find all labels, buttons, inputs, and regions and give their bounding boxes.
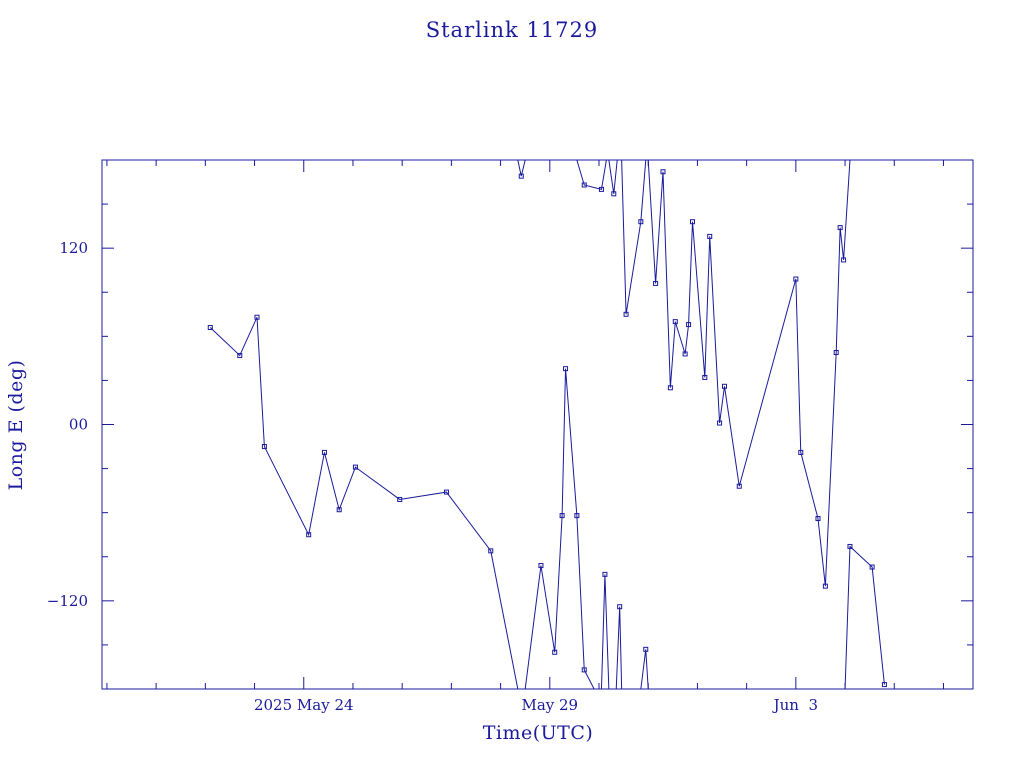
data-point xyxy=(847,543,853,549)
series-line-segment xyxy=(517,160,526,177)
data-point xyxy=(822,583,828,589)
data-point xyxy=(261,444,267,450)
data-point xyxy=(563,366,569,372)
data-point xyxy=(643,646,649,652)
data-point xyxy=(611,191,617,197)
data-point xyxy=(623,311,629,317)
x-tick-label: May 29 xyxy=(521,696,578,714)
data-point xyxy=(254,314,260,320)
data-point xyxy=(881,682,887,688)
series-line-segment xyxy=(600,574,610,689)
series-line-segment xyxy=(209,317,519,689)
series-line-segment xyxy=(576,160,607,191)
data-point xyxy=(653,280,659,286)
y-axis-label: Long E (deg) xyxy=(5,360,27,491)
tick-labels: 2025 May 24 May 29 Jun 3 120 00 −120 xyxy=(47,239,818,714)
data-point xyxy=(833,349,839,355)
plot-frame xyxy=(101,159,974,690)
x-tick-label: Jun 3 xyxy=(772,696,818,714)
data-point xyxy=(488,548,494,554)
data-point xyxy=(306,532,312,538)
data-point xyxy=(598,186,604,192)
data-point xyxy=(336,507,342,513)
data-point xyxy=(397,496,403,502)
data-point xyxy=(841,257,847,263)
data-point xyxy=(717,420,723,426)
y-tick-label: 00 xyxy=(69,416,88,434)
series-line-segment xyxy=(844,545,885,689)
data-point xyxy=(352,464,358,470)
data-point xyxy=(721,383,727,389)
data-point xyxy=(559,513,565,519)
series-line-segment xyxy=(608,160,618,194)
data-point xyxy=(736,483,742,489)
data-series xyxy=(207,160,887,689)
data-point xyxy=(686,322,692,328)
data-point xyxy=(660,169,666,175)
data-point xyxy=(672,319,678,325)
data-point xyxy=(574,513,580,519)
data-point xyxy=(682,351,688,357)
series-line-segment xyxy=(615,606,623,689)
data-point xyxy=(617,604,623,610)
data-point xyxy=(815,516,821,522)
data-point xyxy=(798,449,804,455)
x-tick-label: 2025 May 24 xyxy=(254,696,354,714)
data-point xyxy=(638,219,644,225)
data-point xyxy=(581,667,587,673)
data-point xyxy=(793,276,799,282)
data-point xyxy=(538,563,544,569)
data-point xyxy=(443,489,449,495)
x-axis-label: Time(UTC) xyxy=(483,722,594,744)
tick-marks xyxy=(102,160,973,689)
series-line-segment xyxy=(640,649,649,689)
data-point xyxy=(237,352,243,358)
data-point xyxy=(702,374,708,380)
series-line-segment xyxy=(647,160,851,587)
y-tick-label: 120 xyxy=(59,239,88,257)
data-point xyxy=(207,325,213,331)
data-point xyxy=(690,219,696,225)
y-tick-label: −120 xyxy=(47,592,88,610)
series-line-segment xyxy=(621,160,647,315)
data-point xyxy=(837,225,843,231)
series-line-segment xyxy=(524,368,595,689)
data-point xyxy=(581,182,587,188)
data-point xyxy=(667,385,673,391)
chart-title: Starlink 11729 xyxy=(426,18,599,42)
data-point xyxy=(869,564,875,570)
data-point xyxy=(552,649,558,655)
data-point xyxy=(321,449,327,455)
data-point xyxy=(707,233,713,239)
data-point xyxy=(518,173,524,179)
data-point xyxy=(602,571,608,577)
